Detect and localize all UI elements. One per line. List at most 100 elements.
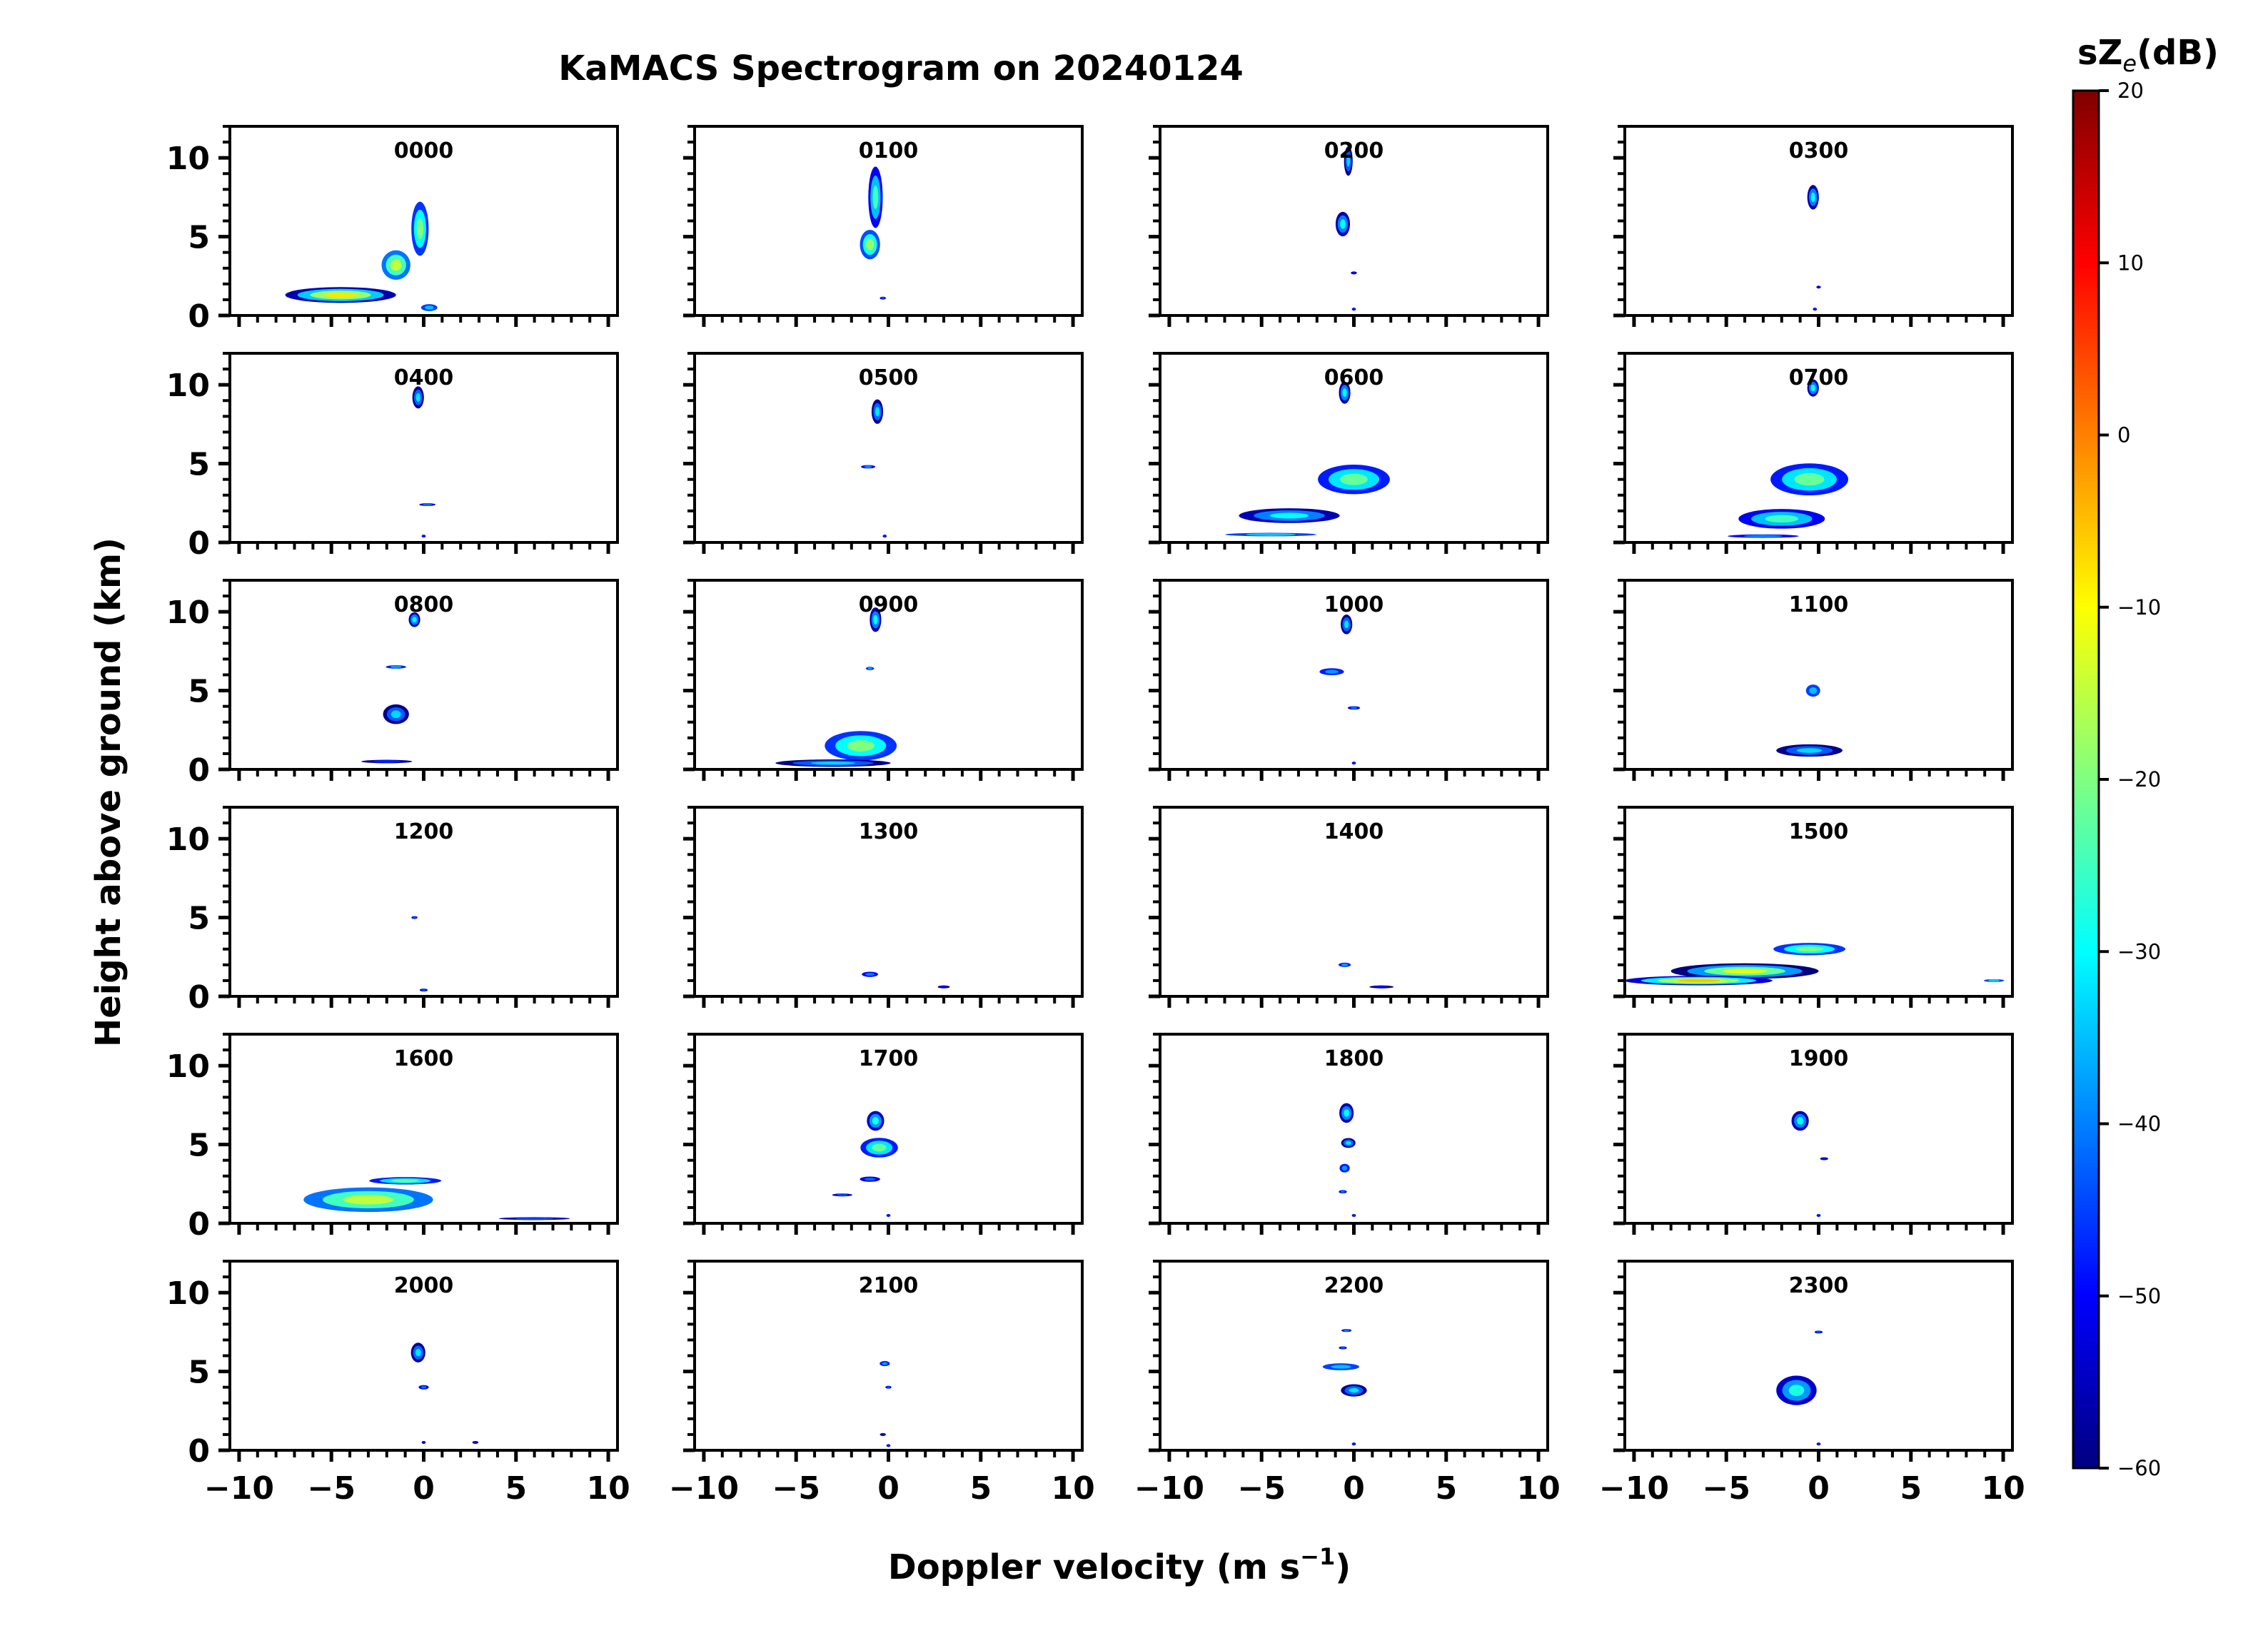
panel-2000: 0 5 10 −10 −5 0 5 10 2000 [166, 1260, 630, 1507]
panel-time-label: 1500 [1789, 819, 1849, 844]
y-tick-label: 0 [188, 298, 210, 335]
echo-feature [1369, 985, 1394, 989]
panel-time-label: 0100 [859, 138, 919, 163]
y-tick-label: 5 [188, 901, 210, 937]
y-tick-label: 0 [188, 979, 210, 1016]
y-tick-label: 5 [188, 220, 210, 256]
y-tick-label: 10 [166, 1048, 210, 1085]
echo-cell [1810, 192, 1815, 202]
echo-feature [1776, 1375, 1817, 1405]
echo-cell [1246, 532, 1296, 536]
panel-time-label: 2300 [1789, 1273, 1849, 1298]
echo-cell [1350, 706, 1358, 709]
panel-time-label: 1600 [394, 1046, 454, 1071]
echo-cell [390, 710, 401, 719]
y-tick-label: 5 [188, 1355, 210, 1391]
echo-feature [1351, 1442, 1356, 1446]
echo-feature [870, 607, 882, 632]
echo-cell [422, 1440, 425, 1444]
echo-feature [1341, 615, 1353, 634]
echo-cell [1817, 1442, 1820, 1446]
panel-time-label: 1900 [1789, 1046, 1849, 1071]
y-axis-label: Height above ground (km) [89, 537, 128, 1047]
panel-data [1807, 185, 1821, 311]
x-tick-label: −10 [669, 1470, 739, 1507]
echo-cell [1346, 155, 1351, 167]
echo-cell [881, 1432, 885, 1436]
echo-cell [413, 916, 416, 919]
panel-data [1776, 684, 1843, 757]
colorbar-tick-label: −10 [2117, 595, 2161, 620]
panel-time-label: 1700 [859, 1046, 919, 1071]
x-tick-label: 5 [505, 1470, 527, 1507]
x-tick-label: 10 [1051, 1470, 1094, 1507]
x-tick-label: 10 [1981, 1470, 2025, 1507]
panel-time-label: 1800 [1324, 1046, 1384, 1071]
echo-cell [1809, 687, 1818, 694]
panel-time-label: 0600 [1324, 365, 1384, 390]
panel-time-label: 0700 [1789, 365, 1849, 390]
panel-0000: 0 5 10 0000 [166, 125, 619, 335]
panel-data [860, 166, 887, 300]
echo-feature [498, 1217, 570, 1220]
echo-cell [473, 1440, 478, 1444]
panel-1600: 0 5 10 1600 [166, 1033, 619, 1243]
panel-data [861, 399, 887, 538]
echo-feature [1773, 943, 1845, 956]
panel-data [880, 1360, 892, 1447]
echo-cell [1743, 535, 1783, 538]
echo-cell [1816, 1330, 1821, 1334]
echo-cell [847, 739, 875, 752]
echo-cell [1344, 1329, 1350, 1333]
panel-1400: 1400 [1149, 806, 1549, 1008]
colorbar-ticks: 20 10 0 −10 −20 −30 −40 −50 −60 [2099, 79, 2161, 1480]
y-tick-label: 10 [166, 141, 210, 177]
echo-feature [419, 503, 436, 506]
panel-data [1339, 1103, 1356, 1217]
echo-cell [1352, 271, 1356, 275]
echo-cell [1345, 1141, 1351, 1146]
panel-time-label: 1000 [1324, 592, 1384, 617]
echo-feature [1670, 963, 1819, 979]
colorbar-label-unit: (dB) [2137, 33, 2219, 73]
y-tick-label: 0 [188, 1206, 210, 1243]
echo-cell [887, 1444, 890, 1447]
x-tick-label: −5 [1237, 1470, 1285, 1507]
panel-0600: 0600 [1149, 352, 1549, 554]
echo-feature [937, 985, 950, 989]
echo-cell [1352, 762, 1356, 765]
y-tick-label: 10 [166, 821, 210, 858]
echo-feature [1770, 463, 1849, 496]
colorbar-tick-label: 0 [2117, 423, 2130, 448]
panel-data [1728, 379, 1849, 538]
y-tick-label: 10 [166, 595, 210, 631]
echo-cell [373, 759, 401, 763]
panel-data [303, 1177, 570, 1220]
echo-feature [381, 250, 410, 280]
panel-time-label: 0500 [859, 365, 919, 390]
echo-feature [865, 667, 875, 671]
echo-cell [423, 503, 432, 506]
x-axis-label-exponent: −1 [1300, 1543, 1335, 1570]
echo-feature [1813, 308, 1818, 311]
echo-cell [867, 667, 872, 670]
echo-cell [1325, 669, 1339, 674]
echo-feature [1339, 962, 1351, 967]
x-tick-label: −10 [1134, 1470, 1204, 1507]
echo-feature [1351, 308, 1356, 311]
x-tick-label: 10 [586, 1470, 630, 1507]
echo-cell [515, 1217, 554, 1220]
y-tick-label: 10 [166, 1275, 210, 1312]
echo-feature [1341, 1329, 1352, 1333]
y-tick-label: 5 [188, 447, 210, 483]
panel-time-label: 0900 [859, 592, 919, 617]
echo-cell [1342, 388, 1347, 398]
echo-feature [408, 612, 420, 627]
echo-feature [880, 1360, 890, 1367]
echo-feature [1339, 1163, 1350, 1173]
panel-0300: 0300 [1613, 125, 2014, 327]
panel-1700: 1700 [683, 1033, 1084, 1235]
echo-feature [1341, 1384, 1367, 1397]
echo-cell [1676, 979, 1721, 982]
panel-1100: 1100 [1613, 579, 2014, 781]
